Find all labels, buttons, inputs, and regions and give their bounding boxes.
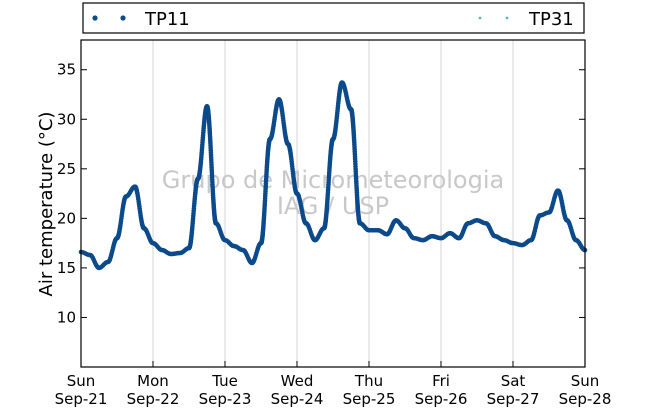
x-tick-label-date: Sep-24: [271, 390, 324, 408]
y-axis: 10 15 20 25 30 35: [57, 61, 585, 326]
plot-area: [81, 40, 585, 367]
grid: [152, 40, 514, 367]
x-tick-label-day: Sat: [501, 372, 526, 390]
x-tick-label-date: Sep-21: [55, 390, 108, 408]
x-tick-label-date: Sep-23: [199, 390, 252, 408]
data-series: [78, 80, 588, 271]
x-tick-label-date: Sep-27: [487, 390, 540, 408]
x-axis: SunSep-21MonSep-22TueSep-23WedSep-24ThuS…: [55, 361, 612, 408]
watermark-line-2: IAG / USP: [277, 192, 389, 220]
y-tick-label: 15: [57, 259, 76, 277]
plot-frame: [80, 39, 586, 368]
legend-marker-tp11: [120, 15, 126, 21]
x-tick-label-day: Sun: [571, 372, 600, 390]
y-tick-label: 35: [57, 61, 76, 79]
legend-label-tp11: TP11: [144, 9, 190, 30]
y-tick-label: 25: [57, 160, 76, 178]
x-tick-label-day: Sun: [67, 372, 96, 390]
x-tick-label-date: Sep-25: [343, 390, 396, 408]
x-tick-label-date: Sep-26: [415, 390, 468, 408]
y-tick-label: 30: [57, 110, 76, 128]
legend-marker-tp31: [505, 16, 509, 20]
legend-marker-tp11: [92, 15, 98, 21]
legend-frame: [82, 2, 585, 34]
y-tick-label: 10: [57, 308, 76, 326]
legend-label-tp31: TP31: [528, 9, 574, 30]
x-tick-label-date: Sep-28: [559, 390, 612, 408]
y-tick-label: 20: [57, 209, 76, 227]
x-tick-label-day: Tue: [211, 372, 238, 390]
watermark-line-1: Grupo de Micrometeorologia: [162, 166, 504, 194]
x-tick-label-day: Thu: [354, 372, 383, 390]
y-axis-label: Air temperature (°C): [36, 112, 57, 297]
x-tick-label-date: Sep-22: [127, 390, 180, 408]
x-tick-label-day: Wed: [281, 372, 314, 390]
x-tick-label-day: Mon: [137, 372, 169, 390]
watermark: Grupo de Micrometeorologia IAG / USP: [162, 166, 504, 220]
x-tick-label-day: Fri: [432, 372, 450, 390]
legend-marker-tp31: [478, 16, 482, 20]
legend: TP11 TP31: [82, 2, 585, 34]
